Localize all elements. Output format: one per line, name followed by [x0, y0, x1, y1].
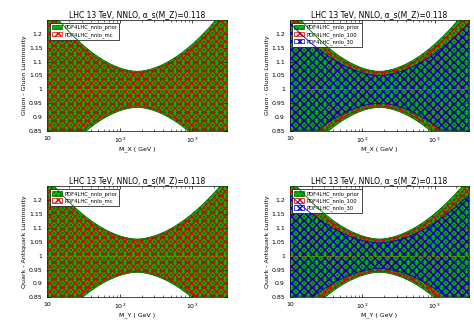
X-axis label: M_Y ( GeV ): M_Y ( GeV ) — [362, 313, 398, 319]
X-axis label: M_Y ( GeV ): M_Y ( GeV ) — [119, 313, 155, 319]
Legend: PDF4LHC_nnlo_prior, PDF4LHC_nnlo_mc: PDF4LHC_nnlo_prior, PDF4LHC_nnlo_mc — [50, 189, 119, 206]
X-axis label: M_X ( GeV ): M_X ( GeV ) — [361, 147, 398, 152]
Title: LHC 13 TeV, NNLO, α_s(M_Z)=0.118: LHC 13 TeV, NNLO, α_s(M_Z)=0.118 — [69, 10, 205, 19]
Y-axis label: Gluon - Gluon Luminosity: Gluon - Gluon Luminosity — [22, 36, 27, 115]
Y-axis label: Gluon - Gluon Luminosity: Gluon - Gluon Luminosity — [265, 36, 270, 115]
Legend: PDF4LHC_nnlo_prior, PDF4LHC_nnlo_mc: PDF4LHC_nnlo_prior, PDF4LHC_nnlo_mc — [50, 23, 119, 40]
X-axis label: M_X ( GeV ): M_X ( GeV ) — [119, 147, 155, 152]
Title: LHC 13 TeV, NNLO, α_s(M_Z)=0.118: LHC 13 TeV, NNLO, α_s(M_Z)=0.118 — [311, 177, 447, 186]
Legend: PDF4LHC_nnlo_prior, PDF4LHC_nnlo_100, PDF4LHC_nnlo_30: PDF4LHC_nnlo_prior, PDF4LHC_nnlo_100, PD… — [292, 189, 362, 213]
Title: LHC 13 TeV, NNLO, α_s(M_Z)=0.118: LHC 13 TeV, NNLO, α_s(M_Z)=0.118 — [69, 177, 205, 186]
Title: LHC 13 TeV, NNLO, α_s(M_Z)=0.118: LHC 13 TeV, NNLO, α_s(M_Z)=0.118 — [311, 10, 447, 19]
Legend: PDF4LHC_nnlo_prior, PDF4LHC_nnlo_100, PDF4LHC_nnlo_30: PDF4LHC_nnlo_prior, PDF4LHC_nnlo_100, PD… — [292, 23, 362, 47]
Y-axis label: Quark - Antiquark Luminosity: Quark - Antiquark Luminosity — [22, 195, 27, 288]
Y-axis label: Quark - Antiquark Luminosity: Quark - Antiquark Luminosity — [265, 195, 270, 288]
